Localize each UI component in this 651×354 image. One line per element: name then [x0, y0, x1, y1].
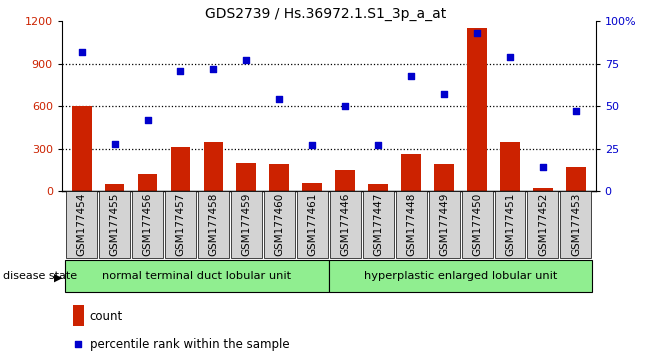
Bar — [527, 191, 559, 258]
Text: GSM177451: GSM177451 — [505, 193, 515, 256]
Bar — [270, 164, 289, 191]
Bar — [330, 191, 361, 258]
Bar — [396, 191, 426, 258]
Point — [143, 117, 153, 122]
Point — [406, 73, 417, 79]
Point — [340, 103, 350, 109]
Bar — [72, 106, 92, 191]
Bar — [434, 164, 454, 191]
Bar — [297, 191, 327, 258]
Bar — [132, 191, 163, 258]
Bar — [264, 191, 295, 258]
Bar — [368, 184, 388, 191]
Bar — [236, 163, 256, 191]
Text: ▶: ▶ — [53, 273, 62, 283]
Text: disease state: disease state — [3, 271, 77, 281]
Text: GSM177458: GSM177458 — [208, 193, 219, 256]
Bar — [171, 147, 190, 191]
Bar — [462, 191, 493, 258]
Bar — [72, 305, 84, 326]
Text: GSM177447: GSM177447 — [373, 193, 383, 256]
Point — [208, 66, 219, 72]
Text: GSM177448: GSM177448 — [406, 193, 416, 256]
Text: hyperplastic enlarged lobular unit: hyperplastic enlarged lobular unit — [364, 271, 557, 281]
Bar — [363, 191, 394, 258]
Bar — [495, 191, 525, 258]
Text: count: count — [90, 310, 123, 323]
Bar — [533, 188, 553, 191]
Text: GSM177457: GSM177457 — [176, 193, 186, 256]
Text: GSM177456: GSM177456 — [143, 193, 152, 256]
Bar — [66, 191, 97, 258]
Bar — [566, 167, 586, 191]
Text: GSM177452: GSM177452 — [538, 193, 548, 256]
Text: GSM177455: GSM177455 — [109, 193, 120, 256]
Bar — [561, 191, 591, 258]
Bar — [105, 184, 124, 191]
Bar — [99, 191, 130, 258]
Point — [474, 204, 484, 210]
Bar — [500, 142, 520, 191]
Bar — [137, 174, 158, 191]
Text: GSM177453: GSM177453 — [571, 193, 581, 256]
Point — [373, 142, 383, 148]
Text: GSM177450: GSM177450 — [472, 193, 482, 256]
Text: GSM177459: GSM177459 — [242, 193, 251, 256]
Text: GSM177461: GSM177461 — [307, 193, 317, 256]
Bar — [198, 191, 229, 258]
Bar — [231, 191, 262, 258]
Text: GSM177449: GSM177449 — [439, 193, 449, 256]
Point — [175, 68, 186, 73]
Text: GSM177460: GSM177460 — [274, 193, 284, 256]
Point — [274, 97, 284, 102]
Text: GDS2739 / Hs.36972.1.S1_3p_a_at: GDS2739 / Hs.36972.1.S1_3p_a_at — [205, 7, 446, 21]
Text: percentile rank within the sample: percentile rank within the sample — [90, 338, 289, 351]
Bar — [204, 142, 223, 191]
Bar — [467, 28, 487, 191]
Point — [109, 141, 120, 147]
Point — [571, 108, 581, 114]
Bar — [165, 191, 196, 258]
FancyBboxPatch shape — [329, 260, 592, 292]
Text: normal terminal duct lobular unit: normal terminal duct lobular unit — [102, 271, 292, 281]
Bar — [303, 183, 322, 191]
Bar — [428, 191, 460, 258]
Point — [241, 57, 251, 63]
FancyBboxPatch shape — [65, 260, 329, 292]
Text: GSM177446: GSM177446 — [340, 193, 350, 256]
Point — [307, 142, 318, 148]
Bar — [401, 154, 421, 191]
Bar — [335, 170, 355, 191]
Point — [439, 91, 449, 97]
Point — [505, 54, 515, 60]
Point — [472, 30, 482, 36]
Text: GSM177454: GSM177454 — [77, 193, 87, 256]
Point — [76, 49, 87, 55]
Point — [538, 165, 548, 170]
